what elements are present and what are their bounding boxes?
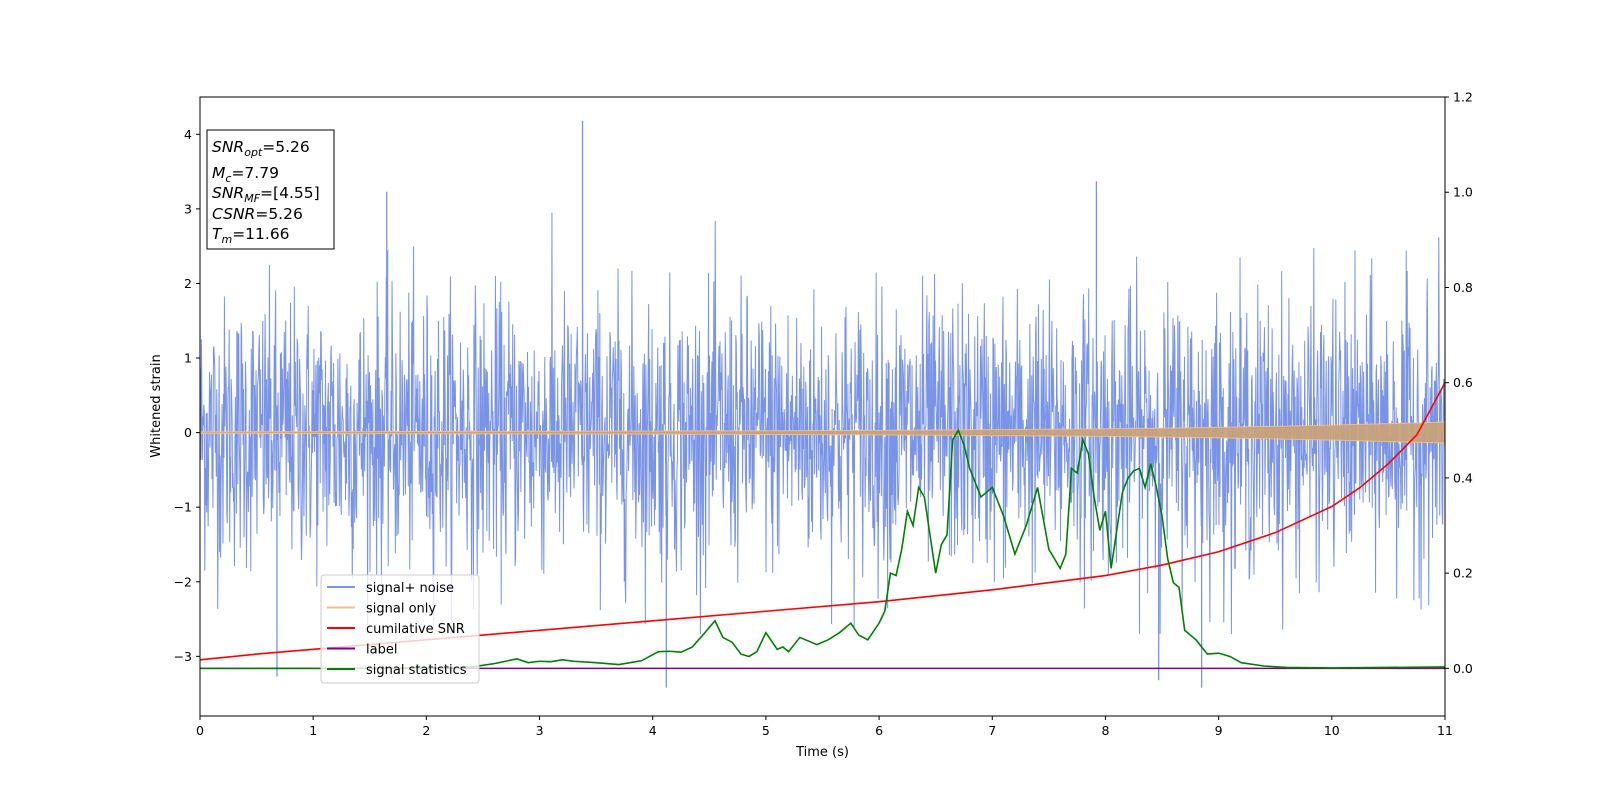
series-line-signal-statistics bbox=[200, 428, 1445, 670]
signal-only-series bbox=[200, 421, 1445, 444]
x-tick-label: 6 bbox=[875, 723, 883, 738]
legend: signal+ noise signal only cumilative SNR la… bbox=[320, 574, 480, 684]
legend-label: label bbox=[366, 643, 397, 658]
y-tick-label: 0 bbox=[184, 425, 192, 440]
signal-noise-series bbox=[200, 120, 1445, 688]
y2-tick-label: 0.6 bbox=[1453, 375, 1473, 390]
x-tick-label: 7 bbox=[988, 723, 996, 738]
y-tick-label: 1 bbox=[184, 351, 192, 366]
x-tick-label: 11 bbox=[1437, 723, 1453, 738]
y-tick-label: 4 bbox=[184, 127, 192, 142]
legend-label: signal statistics bbox=[366, 663, 467, 678]
y-tick-label: 3 bbox=[184, 201, 192, 216]
signal-only-envelope bbox=[200, 421, 1445, 444]
legend-label: signal only bbox=[366, 602, 436, 617]
x-axis: 0 1 2 3 4 5 6 7 8 9 10 11 bbox=[196, 716, 1453, 738]
y2-tick-label: 1.0 bbox=[1453, 185, 1473, 200]
y-tick-label: −2 bbox=[174, 574, 192, 589]
x-tick-label: 0 bbox=[196, 723, 204, 738]
signal-noise-line bbox=[200, 212, 1445, 634]
legend-label: cumilative SNR bbox=[366, 622, 465, 637]
x-tick-label: 1 bbox=[309, 723, 317, 738]
y-tick-label: −1 bbox=[174, 500, 192, 515]
x-axis-label: Time (s) bbox=[795, 745, 849, 760]
x-tick-label: 3 bbox=[536, 723, 544, 738]
info-line: SNRopt=5.26 bbox=[212, 138, 310, 159]
plot-frame bbox=[199, 96, 1446, 717]
legend-frame bbox=[320, 574, 480, 684]
x-tick-label: 2 bbox=[422, 723, 430, 738]
legend-label: signal+ noise bbox=[366, 581, 454, 596]
info-line: Mc=7.79 bbox=[212, 164, 279, 185]
y2-tick-label: 0.8 bbox=[1453, 280, 1473, 295]
y-axis-label: Whitened strain bbox=[149, 354, 164, 457]
y2-tick-label: 0.0 bbox=[1453, 661, 1473, 676]
x-tick-label: 5 bbox=[762, 723, 770, 738]
y-axis-right: 0.0 0.2 0.4 0.6 0.8 1.0 1.2 bbox=[1445, 90, 1473, 676]
x-tick-label: 10 bbox=[1324, 723, 1340, 738]
info-line: CSNR=5.26 bbox=[212, 205, 303, 223]
x-tick-label: 4 bbox=[649, 723, 657, 738]
info-box-frame bbox=[206, 129, 335, 250]
x-tick-label: 9 bbox=[1215, 723, 1223, 738]
y2-tick-label: 0.4 bbox=[1453, 470, 1473, 485]
y-axis-left: −3 −2 −1 0 1 2 3 4 bbox=[174, 127, 200, 664]
info-line: SNRMF=[4.55] bbox=[212, 184, 320, 205]
info-line: Tm=11.66 bbox=[212, 225, 290, 246]
x-tick-label: 8 bbox=[1101, 723, 1109, 738]
y-tick-label: −3 bbox=[174, 649, 192, 664]
y2-tick-label: 1.2 bbox=[1453, 90, 1473, 105]
y-tick-label: 2 bbox=[184, 276, 192, 291]
y2-tick-label: 0.2 bbox=[1453, 566, 1473, 581]
